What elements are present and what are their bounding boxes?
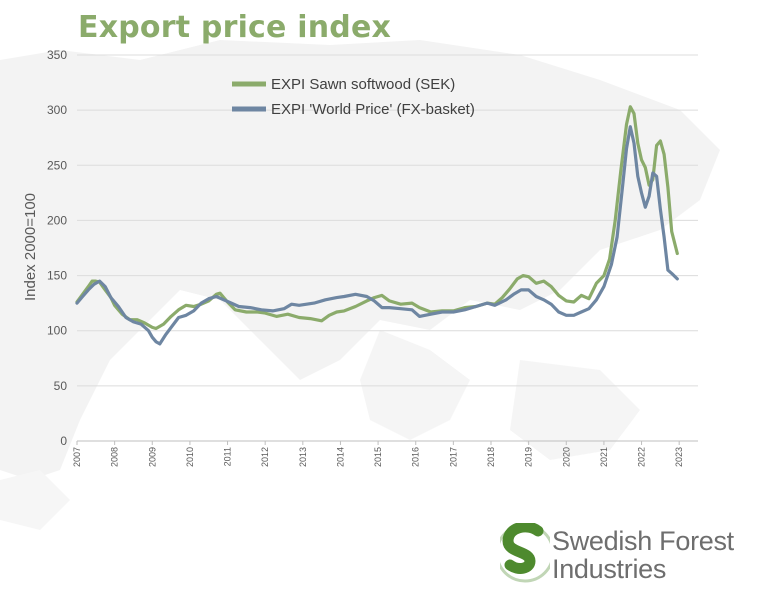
page-title: Export price index [78, 10, 392, 45]
series-line-softwood [75, 105, 679, 331]
x-tick-label: 2011 [223, 447, 233, 466]
x-tick-label: 2009 [147, 447, 157, 467]
x-tick-label: 2012 [260, 447, 270, 467]
x-tick-label: 2008 [110, 447, 120, 467]
series-line-world-price [75, 125, 679, 346]
sfi-logo-mark-icon [500, 523, 550, 583]
x-tick-label: 2021 [599, 447, 609, 467]
series-lines [75, 105, 679, 346]
y-tick-label: 200 [47, 213, 67, 227]
logo-text-line-1: Swedish Forest [552, 526, 734, 556]
y-tick-label: 150 [47, 269, 67, 283]
x-tick-label: 2015 [373, 447, 383, 467]
x-tick-label: 2022 [637, 447, 647, 467]
legend: EXPI Sawn softwood (SEK) EXPI 'World Pri… [232, 76, 475, 118]
y-axis-title: Index 2000=100 [22, 193, 39, 301]
x-tick-label: 2017 [448, 447, 458, 467]
logo-text-line-2: Industries [552, 554, 667, 584]
y-tick-label: 350 [47, 48, 67, 62]
swedish-forest-industries-logo: Swedish Forest Industries [500, 520, 760, 590]
x-tick-label: 2016 [411, 447, 421, 467]
x-tick-label: 2010 [185, 447, 195, 467]
y-tick-label: 0 [60, 434, 67, 448]
x-tick-label: 2013 [298, 447, 308, 467]
grid-lines [77, 54, 698, 442]
y-axis-ticks: 0 50 100 150 200 250 300 350 [47, 48, 67, 448]
x-tick-label: 2020 [561, 447, 571, 467]
y-tick-label: 250 [47, 158, 67, 172]
x-tick-label: 2023 [674, 447, 684, 467]
x-axis-ticks: 2007 2008 2009 2010 2011 2012 2013 2014 2015 2016… [72, 441, 684, 467]
x-tick-label: 2019 [524, 447, 534, 467]
x-tick-label: 2014 [335, 447, 345, 467]
legend-label-softwood: EXPI Sawn softwood (SEK) [271, 76, 455, 93]
y-tick-label: 100 [47, 324, 67, 338]
x-tick-label: 2007 [72, 447, 82, 467]
legend-label-world-price: EXPI 'World Price' (FX-basket) [271, 101, 475, 118]
y-tick-label: 50 [54, 379, 68, 393]
y-tick-label: 300 [47, 103, 67, 117]
x-tick-label: 2018 [486, 447, 496, 467]
